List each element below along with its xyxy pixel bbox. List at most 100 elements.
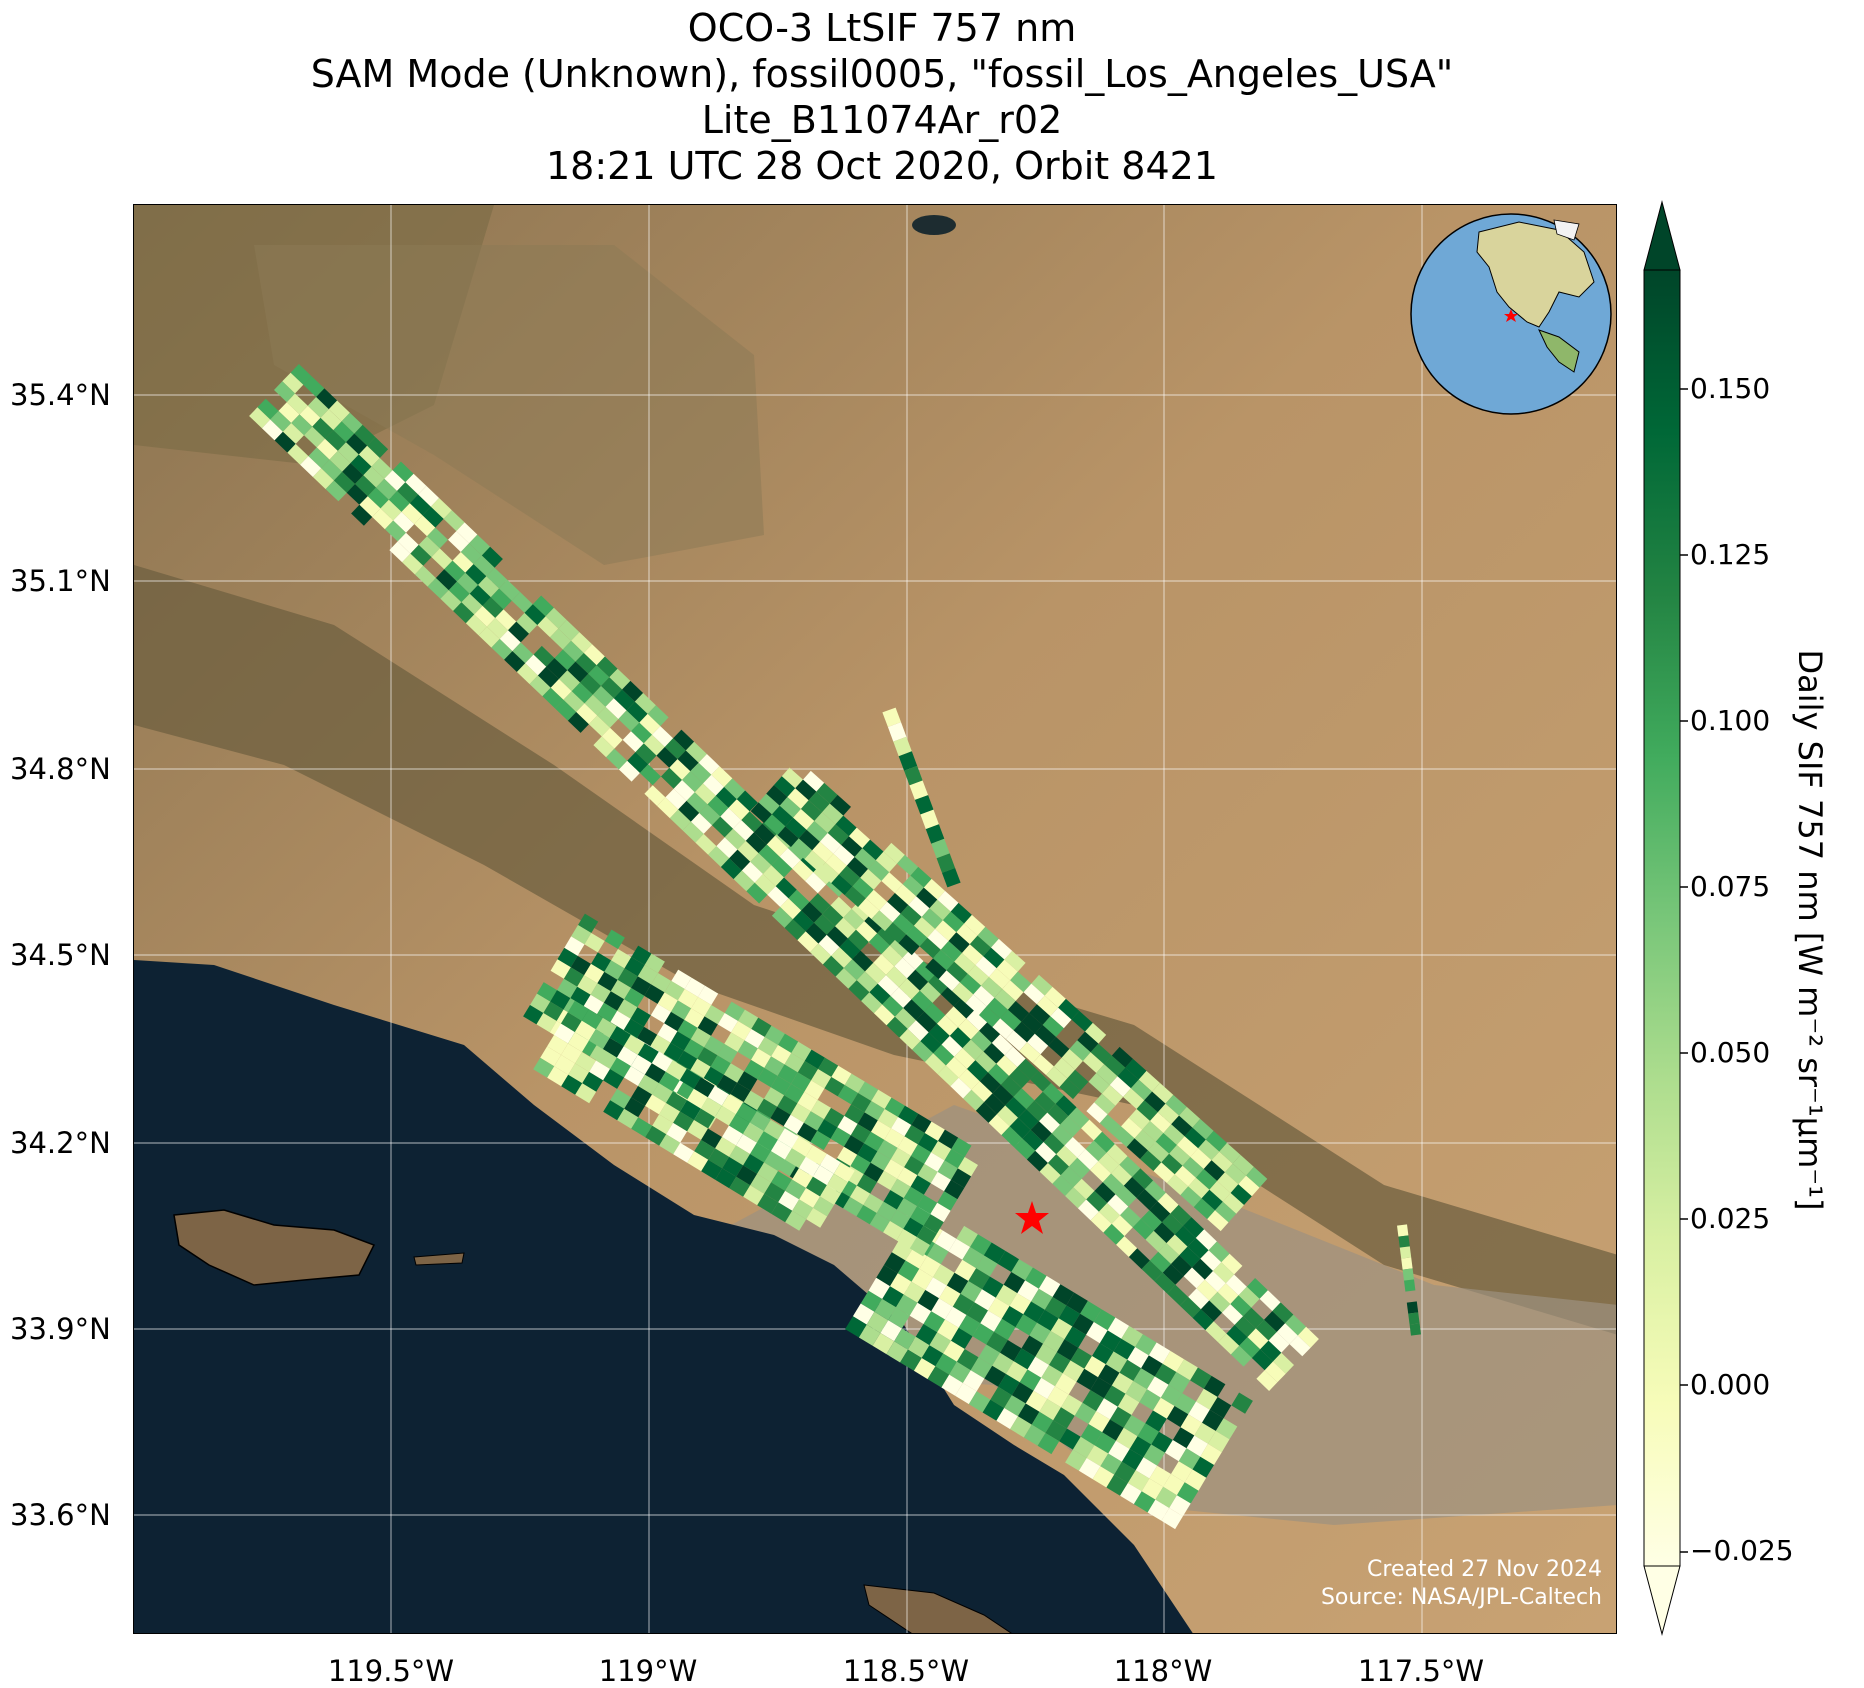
sounding-footprint [1111,1164,1133,1186]
sounding-footprint [888,1307,910,1329]
sounding-footprint [1120,1483,1142,1505]
sounding-footprint [778,1033,799,1053]
sounding-footprint [1194,1422,1216,1444]
sounding-footprint [962,1247,984,1269]
sounding-footprint [1134,1129,1156,1151]
sounding-footprint [979,1072,1001,1094]
sounding-footprint [784,1148,806,1169]
sounding-footprint [1136,1189,1158,1211]
sounding-footprint [631,1086,652,1106]
sounding-footprint [1130,1079,1153,1101]
sounding-footprint [597,1002,618,1023]
sounding-footprint [963,1089,985,1111]
sounding-footprint [1082,1390,1104,1412]
sounding-footprint [337,442,359,464]
sounding-footprint [714,1105,736,1126]
sounding-footprint [873,954,895,975]
sounding-footprint [970,1234,992,1256]
sounding-footprint [785,1210,807,1231]
sounding-footprint [473,555,495,577]
sounding-footprint [856,1205,877,1225]
sounding-footprint [930,1171,951,1192]
sounding-footprint [770,1106,791,1127]
sounding-footprint [550,679,572,700]
sounding-footprint [650,1034,671,1055]
sounding-footprint [1133,1491,1156,1513]
sounding-footprint [495,609,517,631]
sounding-footprint [1046,1066,1068,1088]
sounding-footprint [876,1265,898,1287]
sounding-footprint [822,955,844,977]
sounding-footprint [820,1185,841,1205]
sounding-footprint [1039,1163,1061,1184]
sounding-footprint [1044,1297,1067,1319]
sounding-footprint [584,933,605,953]
sounding-footprint [651,973,672,993]
sounding-footprint [757,1098,778,1119]
sounding-footprint [1111,1372,1134,1394]
sounding-footprint [1192,1456,1214,1478]
sounding-footprint [1192,1118,1214,1140]
sounding-footprint [711,766,733,787]
sounding-footprint [983,947,1005,969]
sounding-footprint [1073,1178,1095,1200]
sounding-footprint [1144,1091,1166,1113]
sounding-footprint [1000,1076,1022,1097]
sounding-footprint [321,459,343,481]
sounding-footprint [652,1083,673,1103]
sounding-footprint [1039,1112,1060,1134]
sounding-footprint [707,1085,729,1106]
sounding-footprint [925,1277,947,1299]
sounding-footprint [982,1399,1005,1421]
sounding-footprint [729,1176,751,1197]
sounding-footprint [1116,1427,1138,1449]
sounding-footprint [831,874,853,896]
sounding-footprint [388,491,410,512]
sounding-footprint [342,463,364,484]
sounding-footprint [687,1151,709,1172]
sounding-footprint [1193,1198,1215,1220]
sounding-footprint [1030,1121,1052,1143]
sounding-footprint [931,1298,953,1320]
sounding-footprint [1053,1407,1075,1429]
sounding-footprint [690,813,712,834]
sounding-footprint [715,1137,736,1157]
sounding-footprint [1066,1292,1088,1314]
sounding-footprint [952,1293,975,1315]
sounding-footprint [1069,1157,1090,1179]
sounding-footprint [644,1063,666,1084]
sounding-footprint [881,872,903,893]
sounding-footprint [554,1054,576,1075]
sounding-footprint [952,982,974,1004]
sounding-footprint [944,1179,965,1200]
sounding-footprint [951,1137,972,1157]
sounding-footprint [1102,1419,1124,1441]
sounding-footprint [661,767,682,789]
sounding-footprint [981,977,1003,998]
sounding-footprint [596,1049,617,1069]
sounding-footprint [1149,1465,1171,1487]
sounding-footprint [1161,1153,1183,1175]
sounding-footprint [1047,1154,1069,1176]
sounding-footprint [460,543,482,565]
sounding-footprint [805,1145,827,1166]
sounding-footprint [777,826,799,848]
sounding-footprint [910,866,932,888]
sounding-footprint [779,797,801,818]
colorbar-tick-label: 0.150 [1690,372,1771,405]
sounding-footprint [766,785,788,806]
sounding-footprint [1120,1206,1141,1228]
sounding-footprint [756,1131,778,1152]
sounding-footprint [791,1136,813,1157]
colorbar-gradient [1643,269,1681,1567]
sounding-footprint [657,992,678,1012]
sounding-footprint [890,1147,911,1168]
sounding-footprint [933,1264,955,1286]
sounding-footprint [806,1207,828,1228]
sounding-footprint [611,949,632,969]
sounding-footprint [582,1071,604,1092]
title-line-2: SAM Mode (Unknown), fossil0005, "fossil_… [310,52,1454,96]
sounding-footprint [1096,1064,1118,1085]
map-panel[interactable]: Created 27 Nov 2024 Source: NASA/JPL-Cal… [133,204,1617,1634]
sounding-footprint [478,626,500,648]
